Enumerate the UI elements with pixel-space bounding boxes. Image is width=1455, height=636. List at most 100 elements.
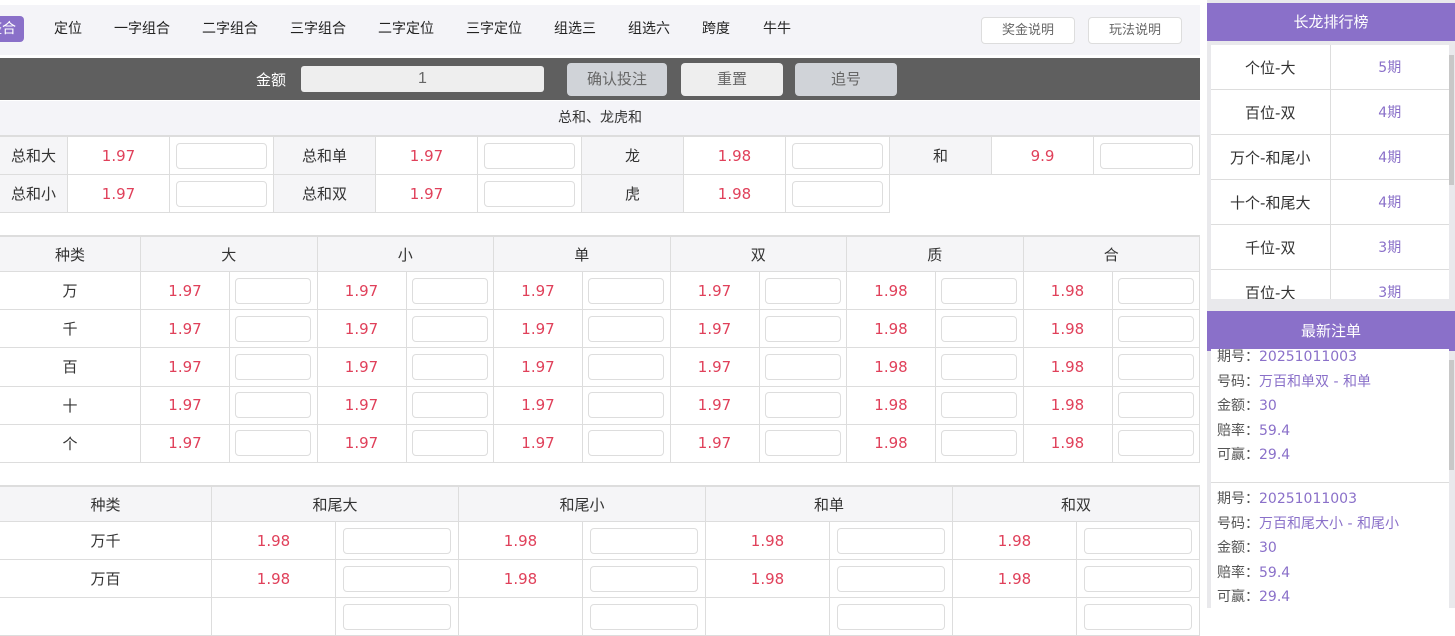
bet-amount-input[interactable] xyxy=(411,315,488,342)
bet-input-cell xyxy=(830,598,953,636)
bet-label: 总和单 xyxy=(274,137,376,175)
play-tabs: 整合 定位 一字组合 二字组合 三字组合 二字定位 三字定位 组选三 组选六 跨度 牛牛 奖金说明玩法… xyxy=(0,5,1200,55)
reset-button[interactable]: 重置 xyxy=(681,63,783,96)
bet-amount-input[interactable] xyxy=(588,353,665,380)
bet-amount-input[interactable] xyxy=(941,277,1018,304)
bet-amount-input[interactable] xyxy=(484,142,575,169)
bet-amount-input[interactable] xyxy=(343,565,451,592)
bet-amount-input[interactable] xyxy=(792,180,883,207)
bet-input-cell xyxy=(936,348,1024,387)
order-code: 号码：万百和单双 - 和单 xyxy=(1217,370,1443,395)
bet-amount-input[interactable] xyxy=(941,353,1018,380)
header-category: 种类 xyxy=(0,487,212,522)
bet-amount-input[interactable] xyxy=(764,315,841,342)
chase-button[interactable]: 追号 xyxy=(795,63,897,96)
bet-amount-input[interactable] xyxy=(837,603,945,630)
bet-amount-input[interactable] xyxy=(764,430,841,457)
bet-input-cell xyxy=(759,272,847,311)
bet-amount-input[interactable] xyxy=(1117,430,1194,457)
bet-amount-input[interactable] xyxy=(343,527,451,554)
bet-input-cell xyxy=(170,175,274,213)
tab-10[interactable]: 牛牛 xyxy=(763,21,791,37)
bet-amount-input[interactable] xyxy=(588,430,665,457)
bet-amount-input[interactable] xyxy=(1084,603,1192,630)
odds-value: 1.97 xyxy=(376,175,478,213)
bet-input-cell xyxy=(230,348,318,387)
bet-amount-input[interactable] xyxy=(837,527,945,554)
bet-amount-input[interactable] xyxy=(1117,315,1194,342)
bet-input-cell xyxy=(230,424,318,463)
bet-input-cell xyxy=(583,560,706,598)
odds-value: 1.98 xyxy=(459,522,583,560)
bet-amount-input[interactable] xyxy=(837,565,945,592)
bet-amount-input[interactable] xyxy=(588,315,665,342)
bet-amount-input[interactable] xyxy=(764,277,841,304)
confirm-bet-button[interactable]: 确认投注 xyxy=(567,63,667,96)
bet-amount-input[interactable] xyxy=(411,277,488,304)
orders-scrollbar[interactable] xyxy=(1449,360,1454,470)
bet-input-cell xyxy=(478,175,582,213)
tab-3[interactable]: 二字组合 xyxy=(202,21,258,37)
bet-amount-input[interactable] xyxy=(1100,142,1193,169)
bet-label: 虎 xyxy=(582,175,684,213)
rank-name: 百位-大 xyxy=(1211,270,1331,299)
bet-amount-input[interactable] xyxy=(235,315,312,342)
order-rate: 赔率：59.4 xyxy=(1217,419,1443,444)
bet-amount-input[interactable] xyxy=(1117,392,1194,419)
bet-amount-input[interactable] xyxy=(176,180,267,207)
bet-amount-input[interactable] xyxy=(235,353,312,380)
tab-1[interactable]: 定位 xyxy=(54,21,82,37)
bet-amount-input[interactable] xyxy=(411,392,488,419)
bet-amount-input[interactable] xyxy=(792,142,883,169)
prize-info-button[interactable]: 奖金说明 xyxy=(981,17,1075,44)
bet-input-cell xyxy=(1077,598,1200,636)
bet-amount-input[interactable] xyxy=(941,315,1018,342)
bet-amount-input[interactable] xyxy=(941,430,1018,457)
bet-input-cell xyxy=(759,348,847,387)
bet-amount-input[interactable] xyxy=(588,392,665,419)
rank-periods: 3期 xyxy=(1378,285,1402,299)
bet-amount-input[interactable] xyxy=(235,430,312,457)
bet-amount-input[interactable] xyxy=(1117,277,1194,304)
tab-0[interactable]: 整合 xyxy=(0,16,24,42)
bet-amount-input[interactable] xyxy=(590,603,698,630)
order-win-label: 可赢： xyxy=(1217,447,1259,464)
odds-value: 9.9 xyxy=(992,137,1094,175)
bet-amount-input[interactable] xyxy=(590,527,698,554)
bet-amount-input[interactable] xyxy=(1117,353,1194,380)
odds-value: 1.98 xyxy=(847,272,936,311)
tab-6[interactable]: 三字定位 xyxy=(466,21,522,37)
tab-7[interactable]: 组选三 xyxy=(554,21,596,37)
bet-amount-input[interactable] xyxy=(764,353,841,380)
bet-input-cell xyxy=(336,522,459,560)
odds-value: 1.98 xyxy=(847,424,936,463)
bet-amount-input[interactable] xyxy=(590,565,698,592)
bet-amount-input[interactable] xyxy=(411,353,488,380)
tab-4[interactable]: 三字组合 xyxy=(290,21,346,37)
bet-amount-input[interactable] xyxy=(764,392,841,419)
bet-amount-input[interactable] xyxy=(235,277,312,304)
header-1: 和尾小 xyxy=(459,487,706,522)
tab-8[interactable]: 组选六 xyxy=(628,21,670,37)
rank-periods: 4期 xyxy=(1378,150,1402,166)
tab-5[interactable]: 二字定位 xyxy=(378,21,434,37)
odds-value xyxy=(953,598,1077,636)
rules-info-button[interactable]: 玩法说明 xyxy=(1088,17,1182,44)
bet-amount-input[interactable] xyxy=(588,277,665,304)
tab-2[interactable]: 一字组合 xyxy=(114,21,170,37)
bet-amount-input[interactable] xyxy=(484,180,575,207)
bet-amount-input[interactable] xyxy=(941,392,1018,419)
rank-scrollbar[interactable] xyxy=(1449,55,1454,185)
bet-amount-input[interactable] xyxy=(176,142,267,169)
order-code-value: 万百和单双 - 和单 xyxy=(1259,373,1371,390)
pair-table: 种类 和尾大 和尾小 和单 和双 万千 1.98 1.98 1.98 1.98 万百 1.98 1.98… xyxy=(0,485,1200,636)
bet-amount-input[interactable] xyxy=(1084,565,1192,592)
dragon-rank-list: 个位-大 5期 百位-双 4期 万个-和尾小 4期 十个-和尾大 4期 千位-双 3期 百位-大 3期 xyxy=(1211,45,1449,299)
bet-amount-input[interactable] xyxy=(343,603,451,630)
amount-input[interactable] xyxy=(301,66,544,92)
bet-amount-input[interactable] xyxy=(1084,527,1192,554)
tab-9[interactable]: 跨度 xyxy=(702,21,730,37)
bet-amount-input[interactable] xyxy=(411,430,488,457)
odds-value: 1.98 xyxy=(953,560,1077,598)
bet-amount-input[interactable] xyxy=(235,392,312,419)
